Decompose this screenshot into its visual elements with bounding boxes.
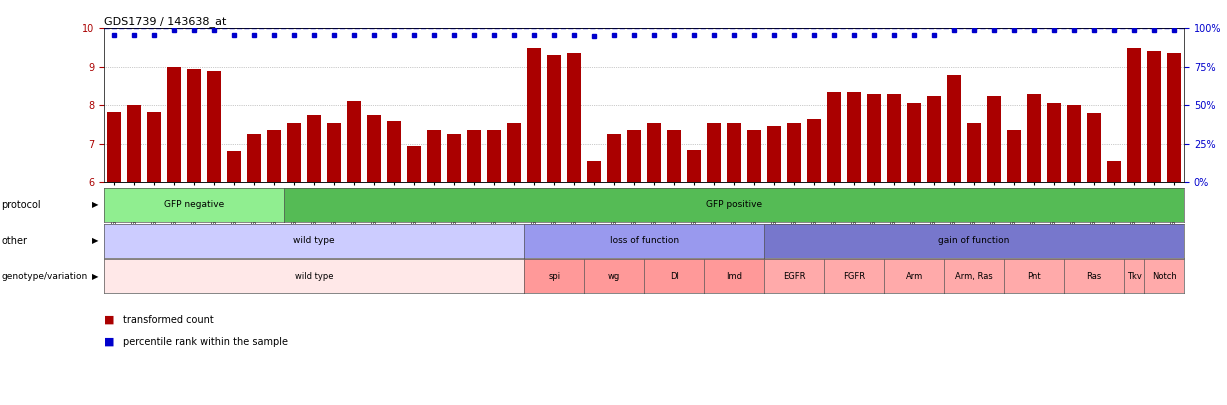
Bar bbox=[1107, 161, 1121, 182]
Bar bbox=[507, 123, 521, 182]
Bar bbox=[867, 94, 881, 182]
Bar bbox=[128, 105, 141, 182]
Bar bbox=[788, 123, 801, 182]
Text: GFP negative: GFP negative bbox=[164, 200, 225, 209]
Bar bbox=[1027, 94, 1040, 182]
Bar bbox=[807, 119, 821, 182]
Bar bbox=[1067, 105, 1081, 182]
Bar bbox=[928, 96, 941, 182]
Text: wild type: wild type bbox=[294, 272, 334, 281]
Bar bbox=[567, 53, 582, 182]
Bar bbox=[747, 130, 761, 182]
Bar bbox=[1087, 113, 1101, 182]
Text: wg: wg bbox=[609, 272, 621, 281]
Bar bbox=[907, 103, 921, 182]
Bar bbox=[467, 130, 481, 182]
Text: loss of function: loss of function bbox=[610, 236, 679, 245]
Bar bbox=[547, 55, 561, 182]
Bar bbox=[207, 71, 221, 182]
Text: Ras: Ras bbox=[1086, 272, 1102, 281]
Text: gain of function: gain of function bbox=[939, 236, 1010, 245]
Text: Arm: Arm bbox=[906, 272, 923, 281]
Text: Pnt: Pnt bbox=[1027, 272, 1040, 281]
Bar bbox=[588, 161, 601, 182]
Text: ■: ■ bbox=[104, 315, 115, 324]
Text: GDS1739 / 143638_at: GDS1739 / 143638_at bbox=[104, 16, 227, 27]
Bar bbox=[167, 67, 182, 182]
Bar bbox=[367, 115, 382, 182]
Text: Imd: Imd bbox=[726, 272, 742, 281]
Bar bbox=[947, 75, 961, 182]
Bar bbox=[147, 112, 161, 182]
Bar bbox=[687, 149, 701, 182]
Bar bbox=[1128, 47, 1141, 182]
Bar bbox=[388, 121, 401, 182]
Text: ▶: ▶ bbox=[92, 200, 98, 209]
Text: ▶: ▶ bbox=[92, 272, 98, 281]
Bar bbox=[188, 69, 201, 182]
Bar bbox=[1147, 51, 1161, 182]
Bar bbox=[487, 130, 501, 182]
Text: Dl: Dl bbox=[670, 272, 679, 281]
Text: spi: spi bbox=[548, 272, 561, 281]
Bar bbox=[647, 123, 661, 182]
Bar bbox=[627, 130, 642, 182]
Text: Arm, Ras: Arm, Ras bbox=[956, 272, 993, 281]
Bar bbox=[267, 130, 281, 182]
Text: ▶: ▶ bbox=[92, 236, 98, 245]
Bar bbox=[1007, 130, 1021, 182]
Text: wild type: wild type bbox=[293, 236, 335, 245]
Text: other: other bbox=[1, 236, 27, 245]
Bar bbox=[427, 130, 442, 182]
Bar bbox=[328, 123, 341, 182]
Bar bbox=[967, 123, 982, 182]
Bar bbox=[827, 92, 842, 182]
Text: EGFR: EGFR bbox=[783, 272, 805, 281]
Bar bbox=[667, 130, 681, 182]
Bar bbox=[307, 115, 321, 182]
Bar bbox=[407, 146, 421, 182]
Bar bbox=[227, 151, 242, 182]
Bar bbox=[1167, 53, 1182, 182]
Text: genotype/variation: genotype/variation bbox=[1, 272, 87, 281]
Bar bbox=[1047, 103, 1061, 182]
Bar bbox=[847, 92, 861, 182]
Bar bbox=[248, 134, 261, 182]
Text: percentile rank within the sample: percentile rank within the sample bbox=[123, 337, 287, 347]
Bar bbox=[707, 123, 721, 182]
Bar bbox=[347, 101, 361, 182]
Text: Notch: Notch bbox=[1152, 272, 1177, 281]
Text: FGFR: FGFR bbox=[843, 272, 865, 281]
Text: ■: ■ bbox=[104, 337, 115, 347]
Bar bbox=[607, 134, 621, 182]
Text: GFP positive: GFP positive bbox=[706, 200, 762, 209]
Bar bbox=[728, 123, 741, 182]
Bar bbox=[107, 112, 121, 182]
Text: transformed count: transformed count bbox=[123, 315, 213, 324]
Bar bbox=[987, 96, 1001, 182]
Bar bbox=[287, 123, 302, 182]
Text: protocol: protocol bbox=[1, 200, 40, 210]
Text: Tkv: Tkv bbox=[1126, 272, 1141, 281]
Bar bbox=[528, 47, 541, 182]
Bar bbox=[447, 134, 461, 182]
Bar bbox=[887, 94, 901, 182]
Bar bbox=[767, 126, 782, 182]
